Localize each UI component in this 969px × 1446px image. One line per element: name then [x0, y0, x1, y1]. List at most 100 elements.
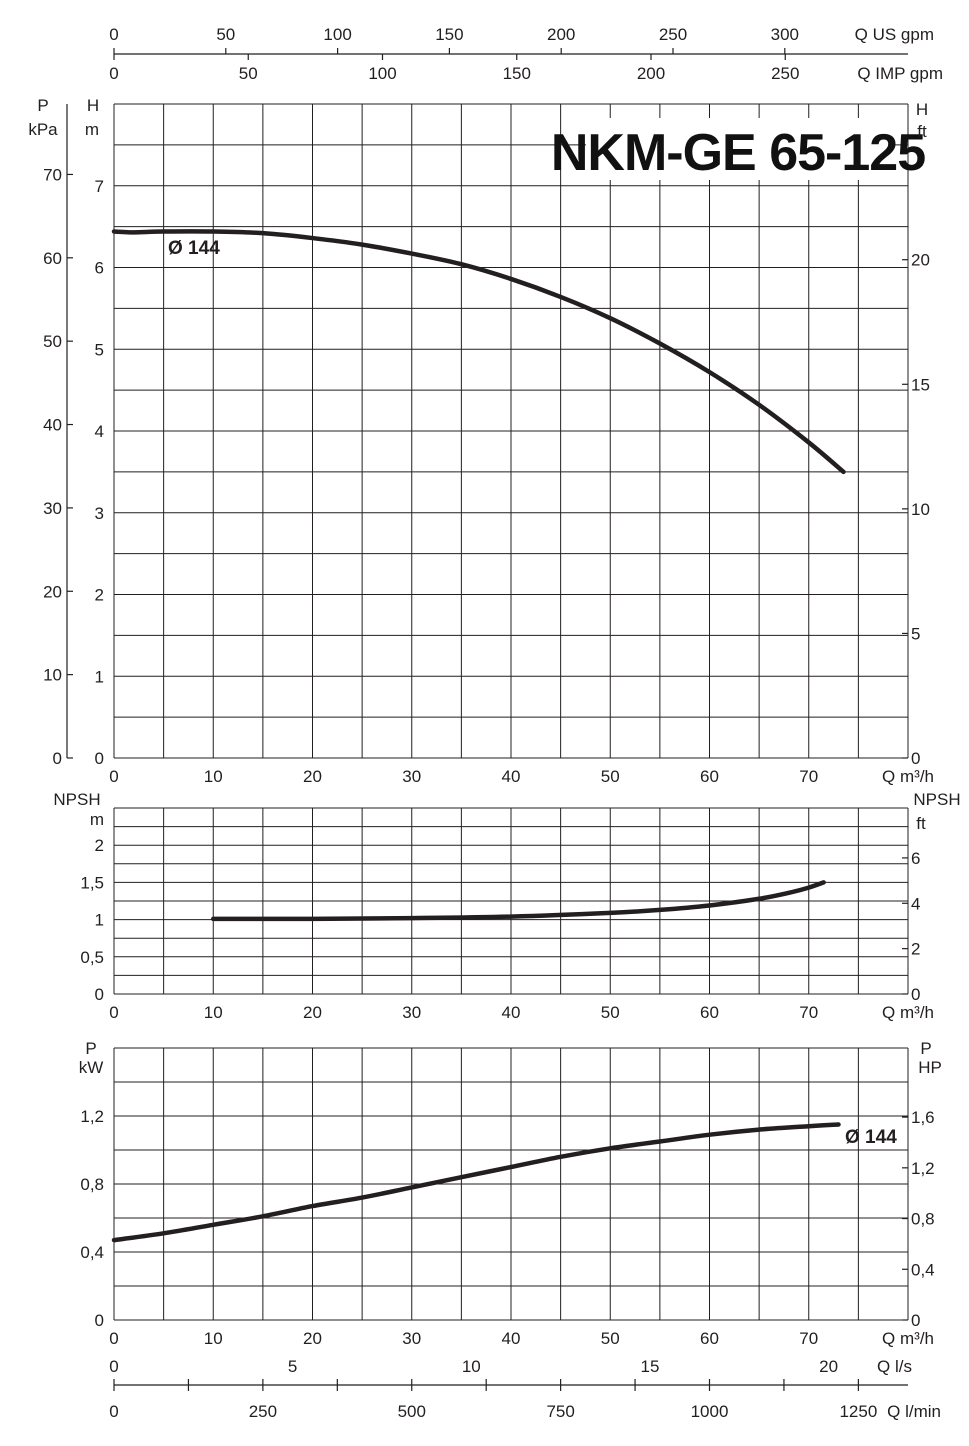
power-kw-label: kW [79, 1058, 104, 1077]
npsh-x-tick-label: 30 [402, 1003, 421, 1022]
power-x-tick-label: 40 [502, 1329, 521, 1348]
head-p-label: P [37, 96, 48, 115]
power-p-label: P [85, 1039, 96, 1058]
power-curve-series-0 [111, 1122, 841, 1243]
head-y-tick-label: 0 [95, 749, 104, 768]
npsh-x-tick-label: 0 [109, 1003, 118, 1022]
power-right-tick-label: 0,4 [911, 1260, 935, 1279]
kpa-tick-label: 0 [53, 749, 62, 768]
kpa-tick-label: 30 [43, 499, 62, 518]
head-right-tick-label: 20 [911, 251, 930, 270]
ls-axis-label: Q l/s [877, 1357, 912, 1376]
ls-tick-label: 10 [462, 1357, 481, 1376]
head-right-tick-label: 10 [911, 500, 930, 519]
kpa-tick-label: 70 [43, 165, 62, 184]
head-y-tick-label: 5 [95, 340, 104, 359]
head-y-tick-label: 3 [95, 504, 104, 523]
us-gpm-tick-label: 100 [323, 25, 351, 44]
npsh-x-axis-label: Q m³/h [882, 1003, 934, 1022]
lmin-tick-label: 1000 [691, 1402, 729, 1421]
us-gpm-tick-label: 50 [216, 25, 235, 44]
npsh-m-label: m [90, 810, 104, 829]
head-right-tick-label: 5 [911, 624, 920, 643]
power-right-tick-label: 1,2 [911, 1159, 935, 1178]
lmin-tick-label: 750 [546, 1402, 574, 1421]
ls-tick-label: 20 [819, 1357, 838, 1376]
head-m-label: m [85, 120, 99, 139]
head-y-tick-label: 2 [95, 586, 104, 605]
ls-tick-label: 0 [109, 1357, 118, 1376]
head-x-tick-label: 60 [700, 767, 719, 786]
kpa-tick-label: 10 [43, 666, 62, 685]
lmin-tick-label: 1250 [839, 1402, 877, 1421]
imp-gpm-axis-label: Q IMP gpm [857, 64, 943, 83]
head-y-tick-label: 7 [95, 177, 104, 196]
head-x-tick-label: 10 [204, 767, 223, 786]
power-right-tick-label: 0,8 [911, 1210, 935, 1229]
power-x-tick-label: 50 [601, 1329, 620, 1348]
power-y-tick-label: 0,8 [80, 1175, 104, 1194]
power-right-tick-label: 1,6 [911, 1108, 935, 1127]
text-layer: NKM-GE 65-125 Q US gpm Q IMP gpm P kPa H… [28, 25, 960, 1421]
kpa-tick-label: 40 [43, 416, 62, 435]
head-y-tick-label: 6 [95, 259, 104, 278]
npsh-y-tick-label: 0 [95, 985, 104, 1004]
lmin-tick-label: 500 [398, 1402, 426, 1421]
npsh-x-tick-label: 70 [799, 1003, 818, 1022]
imp-gpm-tick-label: 150 [503, 64, 531, 83]
kpa-tick-label: 60 [43, 249, 62, 268]
power-right-tick-label: 0 [911, 1311, 920, 1330]
ls-tick-label: 15 [640, 1357, 659, 1376]
npsh-y-tick-label: 2 [95, 836, 104, 855]
head-x-axis-label: Q m³/h [882, 767, 934, 786]
power-x-axis-label: Q m³/h [882, 1329, 934, 1348]
head-x-tick-label: 40 [502, 767, 521, 786]
title-backdrop [586, 118, 888, 180]
npsh-x-tick-label: 20 [303, 1003, 322, 1022]
head-x-tick-label: 20 [303, 767, 322, 786]
npsh-right-label: NPSH [913, 790, 960, 809]
imp-gpm-tick-label: 50 [239, 64, 258, 83]
npsh-x-tick-label: 60 [700, 1003, 719, 1022]
npsh-ft-label: ft [916, 814, 926, 833]
head-ft-label: ft [917, 122, 927, 141]
npsh-x-tick-label: 10 [204, 1003, 223, 1022]
npsh-right-tick-label: 6 [911, 849, 920, 868]
imp-gpm-tick-label: 100 [368, 64, 396, 83]
power-x-tick-label: 0 [109, 1329, 118, 1348]
us-gpm-tick-label: 0 [109, 25, 118, 44]
npsh-y-tick-label: 1 [95, 911, 104, 930]
head-curve-series-0 [111, 229, 846, 475]
npsh-y-tick-label: 1,5 [80, 873, 104, 892]
power-x-tick-label: 60 [700, 1329, 719, 1348]
power-x-tick-label: 10 [204, 1329, 223, 1348]
kpa-tick-label: 20 [43, 582, 62, 601]
lmin-tick-label: 0 [109, 1402, 118, 1421]
us-gpm-tick-label: 150 [435, 25, 463, 44]
npsh-x-tick-label: 50 [601, 1003, 620, 1022]
power-x-tick-label: 30 [402, 1329, 421, 1348]
head-x-tick-label: 30 [402, 767, 421, 786]
lmin-axis-label: Q l/min [887, 1402, 941, 1421]
lmin-tick-label: 250 [249, 1402, 277, 1421]
head-right-h-label: H [916, 100, 928, 119]
us-gpm-tick-label: 250 [659, 25, 687, 44]
npsh-x-tick-label: 40 [502, 1003, 521, 1022]
us-gpm-tick-label: 200 [547, 25, 575, 44]
head-x-tick-label: 70 [799, 767, 818, 786]
power-y-tick-label: 1,2 [80, 1107, 104, 1126]
npsh-y-tick-label: 0,5 [80, 948, 104, 967]
imp-gpm-tick-label: 200 [637, 64, 665, 83]
head-y-tick-label: 4 [95, 422, 104, 441]
us-gpm-axis-label: Q US gpm [855, 25, 934, 44]
power-x-tick-label: 20 [303, 1329, 322, 1348]
head-right-tick-label: 0 [911, 749, 920, 768]
power-x-tick-label: 70 [799, 1329, 818, 1348]
head-right-tick-label: 15 [911, 375, 930, 394]
head-x-tick-label: 50 [601, 767, 620, 786]
head-kpa-label: kPa [28, 120, 58, 139]
imp-gpm-tick-label: 250 [771, 64, 799, 83]
npsh-right-tick-label: 4 [911, 894, 920, 913]
power-hp-label: HP [918, 1058, 942, 1077]
